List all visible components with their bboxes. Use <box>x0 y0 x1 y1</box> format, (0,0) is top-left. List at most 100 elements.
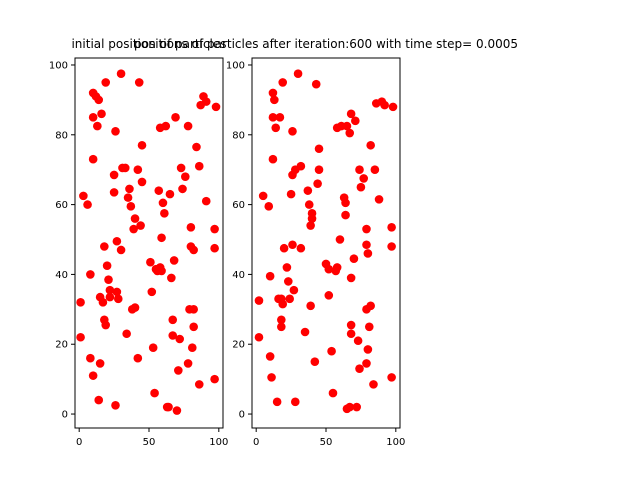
chart-title: initial position of particles <box>71 37 226 51</box>
particle-point <box>271 123 281 133</box>
particle-point <box>157 266 166 276</box>
particle-point <box>288 127 297 136</box>
particle-point <box>300 327 310 337</box>
y-tick-label: 60 <box>232 200 245 211</box>
particle-point <box>172 406 182 415</box>
particle-point <box>174 366 183 375</box>
y-tick-label: 60 <box>55 200 68 211</box>
particle-point <box>130 214 140 223</box>
particle-point <box>133 353 143 363</box>
particle-point <box>164 402 173 412</box>
x-tick-label: 100 <box>209 437 228 448</box>
x-tick-label: 0 <box>76 437 82 448</box>
particle-point <box>189 322 198 332</box>
y-tick-label: 40 <box>232 270 245 281</box>
particle-point <box>147 287 157 297</box>
particle-point <box>158 198 168 208</box>
particle-point <box>102 261 112 270</box>
particle-point <box>268 88 278 98</box>
particle-point <box>270 95 279 105</box>
particle-point <box>137 140 147 150</box>
particle-point <box>332 263 342 272</box>
y-tick-label: 40 <box>55 270 68 281</box>
particle-point <box>356 182 366 192</box>
particle-point <box>189 305 198 314</box>
particle-point <box>355 364 364 373</box>
particle-point <box>154 186 164 195</box>
particle-point <box>76 298 85 307</box>
particle-point <box>165 189 175 199</box>
particle-point <box>366 140 375 150</box>
particle-point <box>201 196 211 206</box>
particle-point <box>362 224 371 234</box>
particle-point <box>148 343 158 353</box>
particle-point <box>98 298 108 307</box>
particle-point <box>97 109 106 119</box>
particle-point <box>210 224 219 234</box>
particle-point <box>387 222 396 232</box>
particle-point <box>355 165 364 174</box>
particle-point <box>194 380 204 389</box>
particle-point <box>345 402 355 412</box>
particle-point <box>167 273 176 283</box>
particle-point <box>346 320 356 330</box>
particle-point <box>277 294 286 304</box>
particle-point <box>210 374 219 384</box>
particle-point <box>279 243 289 253</box>
particle-point <box>134 78 144 87</box>
particle-point <box>387 373 396 382</box>
particle-point <box>101 78 111 87</box>
particle-point <box>192 142 201 152</box>
particle-point <box>86 353 95 363</box>
particle-point <box>314 165 324 174</box>
particle-point <box>366 301 375 311</box>
particle-point <box>111 401 120 410</box>
particle-point <box>105 285 115 295</box>
particle-point <box>122 329 131 339</box>
particle-point <box>129 224 138 234</box>
x-tick-label: 0 <box>253 437 259 448</box>
particle-point <box>286 189 296 199</box>
particle-point <box>194 161 204 171</box>
particle-point <box>328 388 338 398</box>
particle-point <box>130 303 140 312</box>
chart-title: positions of particles after iteration:6… <box>134 37 518 51</box>
particle-point <box>116 245 126 255</box>
particle-point <box>351 116 360 126</box>
particle-point <box>314 144 324 154</box>
particle-point <box>168 315 178 325</box>
particle-point <box>387 242 396 251</box>
particle-point <box>88 113 98 122</box>
y-tick-label: 0 <box>62 410 68 421</box>
particle-point <box>254 332 264 342</box>
particle-point <box>176 163 186 173</box>
particle-point <box>285 294 294 304</box>
particle-point <box>277 322 286 332</box>
particle-point <box>178 184 187 194</box>
particle-point <box>264 202 274 211</box>
particle-point <box>112 236 122 246</box>
particle-point <box>282 263 292 272</box>
particle-point <box>345 128 355 138</box>
particle-point <box>187 343 197 353</box>
particle-point <box>342 121 352 131</box>
particle-point <box>157 233 166 243</box>
particle-point <box>369 380 378 389</box>
particle-point <box>364 322 374 332</box>
x-tick-label: 50 <box>143 437 156 448</box>
particle-point <box>88 154 98 164</box>
particle-point <box>352 402 362 412</box>
particle-point <box>105 292 115 302</box>
particle-point <box>284 277 293 286</box>
y-tick-label: 80 <box>55 130 68 141</box>
particle-point <box>112 287 122 297</box>
particle-point <box>306 221 315 230</box>
particle-point <box>267 373 276 382</box>
particle-point <box>133 165 143 174</box>
particle-point <box>296 243 306 253</box>
particle-point <box>104 275 113 284</box>
particle-point <box>380 100 389 110</box>
particle-point <box>183 359 193 368</box>
